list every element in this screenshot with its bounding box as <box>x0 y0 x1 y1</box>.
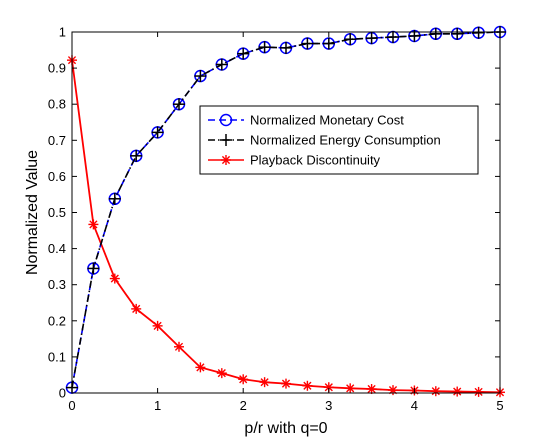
data-point-normalized-energy-consumption <box>151 126 164 139</box>
legend-label-normalized-energy-consumption: Normalized Energy Consumption <box>250 133 441 148</box>
legend-marker-playback-discontinuity <box>221 155 231 165</box>
data-point-playback-discontinuity <box>259 377 270 388</box>
data-point-playback-discontinuity-d2 <box>431 387 440 396</box>
data-point-playback-discontinuity <box>281 378 291 389</box>
data-point-normalized-energy-consumption <box>87 262 100 275</box>
legend-marker-normalized-monetary-cost-circle <box>219 113 233 127</box>
data-point-playback-discontinuity <box>345 383 356 394</box>
data-point-playback-discontinuity-d2 <box>346 384 355 393</box>
y-tick-label: 0.3 <box>48 277 66 292</box>
data-point-playback-discontinuity-d2 <box>281 379 291 388</box>
data-point-playback-discontinuity <box>131 303 142 314</box>
plot-area <box>72 32 500 393</box>
data-point-playback-discontinuity <box>452 386 463 397</box>
y-tick-label: 0.7 <box>48 133 66 148</box>
data-point-normalized-energy-consumption <box>258 41 271 54</box>
data-point-playback-discontinuity-d2 <box>453 387 462 396</box>
y-tick-label: 0.4 <box>48 241 66 256</box>
data-point-normalized-energy-consumption <box>344 33 357 46</box>
y-axis-label: Normalized Value <box>24 150 41 275</box>
y-tick-label: 1 <box>59 25 66 40</box>
y-tick-label: 0.9 <box>48 61 66 76</box>
x-tick-label: 0 <box>68 398 75 413</box>
data-point-playback-discontinuity-d2 <box>132 304 141 313</box>
data-point-playback-discontinuity-d2 <box>324 383 333 392</box>
x-axis-label: p/r with q=0 <box>244 420 327 437</box>
axes-layer: 0 1 2 3 4 5 0 0.1 0.2 0.3 0.4 0.5 0.6 0.7 0.8 0.9 1 <box>48 25 504 414</box>
data-point-playback-discontinuity <box>388 385 398 396</box>
data-point-playback-discontinuity-d2 <box>474 387 483 397</box>
data-point-playback-discontinuity-d2 <box>196 363 205 372</box>
data-point-normalized-energy-consumption <box>108 192 121 205</box>
y-tick-label: 0.1 <box>48 349 66 364</box>
legend-marker-playback-discontinuity-d2 <box>221 155 231 165</box>
data-point-playback-discontinuity <box>473 386 484 397</box>
data-point-playback-discontinuity-d2 <box>239 375 248 384</box>
data-point-normalized-energy-consumption <box>280 41 292 54</box>
x-tick-label: 2 <box>240 398 247 413</box>
data-point-playback-discontinuity-d2 <box>89 220 98 229</box>
y-tick-label: 0.8 <box>48 97 66 112</box>
y-tick-label: 0 <box>59 386 66 401</box>
data-point-playback-discontinuity <box>430 386 441 397</box>
data-point-playback-discontinuity-d2 <box>174 342 184 351</box>
data-point-playback-discontinuity <box>302 380 313 391</box>
data-point-normalized-energy-consumption <box>387 31 399 44</box>
y-tick-label: 0.2 <box>48 313 66 328</box>
legend-marker-normalized-energy-consumption <box>220 134 232 146</box>
data-point-playback-discontinuity <box>216 368 227 379</box>
y-tick-label: 0.5 <box>48 205 66 220</box>
series-layer <box>65 25 507 398</box>
data-point-playback-discontinuity <box>109 273 120 284</box>
data-point-playback-discontinuity <box>152 320 163 331</box>
data-point-playback-discontinuity <box>195 362 206 373</box>
data-point-normalized-energy-consumption <box>237 47 250 60</box>
data-point-playback-discontinuity <box>174 341 184 352</box>
data-point-playback-discontinuity-d2 <box>303 381 312 390</box>
x-tick-label: 5 <box>496 398 503 413</box>
data-point-playback-discontinuity <box>366 384 377 395</box>
data-point-playback-discontinuity-d2 <box>217 369 226 378</box>
data-point-normalized-energy-consumption <box>215 58 228 71</box>
x-tick-label: 4 <box>411 398 418 413</box>
data-point-normalized-energy-consumption <box>365 32 378 45</box>
data-point-normalized-energy-consumption <box>173 98 185 111</box>
data-point-playback-discontinuity <box>88 219 99 230</box>
y-tick-label: 0.6 <box>48 169 66 184</box>
data-point-normalized-energy-consumption <box>194 70 207 83</box>
x-tick-label: 3 <box>325 398 332 413</box>
data-point-normalized-energy-consumption <box>322 37 335 50</box>
legend-label-playback-discontinuity: Playback Discontinuity <box>250 153 381 168</box>
legend-marker-normalized-monetary-cost <box>219 113 233 127</box>
data-point-normalized-energy-consumption <box>429 27 442 40</box>
data-point-playback-discontinuity <box>238 374 249 385</box>
data-point-normalized-energy-consumption <box>451 27 464 40</box>
legend-box <box>199 105 479 175</box>
data-point-playback-discontinuity-d2 <box>367 384 376 394</box>
plot-background <box>72 32 500 393</box>
data-point-playback-discontinuity-d2 <box>260 378 269 387</box>
data-point-playback-discontinuity-d2 <box>153 321 162 330</box>
legend: Normalized Monetary Cost Normalized Energ… <box>199 105 479 175</box>
data-point-normalized-energy-consumption <box>472 26 485 39</box>
data-point-playback-discontinuity-d2 <box>110 274 119 283</box>
x-tick-label: 1 <box>154 398 161 413</box>
legend-label-normalized-monetary-cost: Normalized Monetary Cost <box>250 113 404 128</box>
data-point-normalized-energy-consumption <box>301 37 314 50</box>
data-point-normalized-energy-consumption <box>130 149 143 162</box>
